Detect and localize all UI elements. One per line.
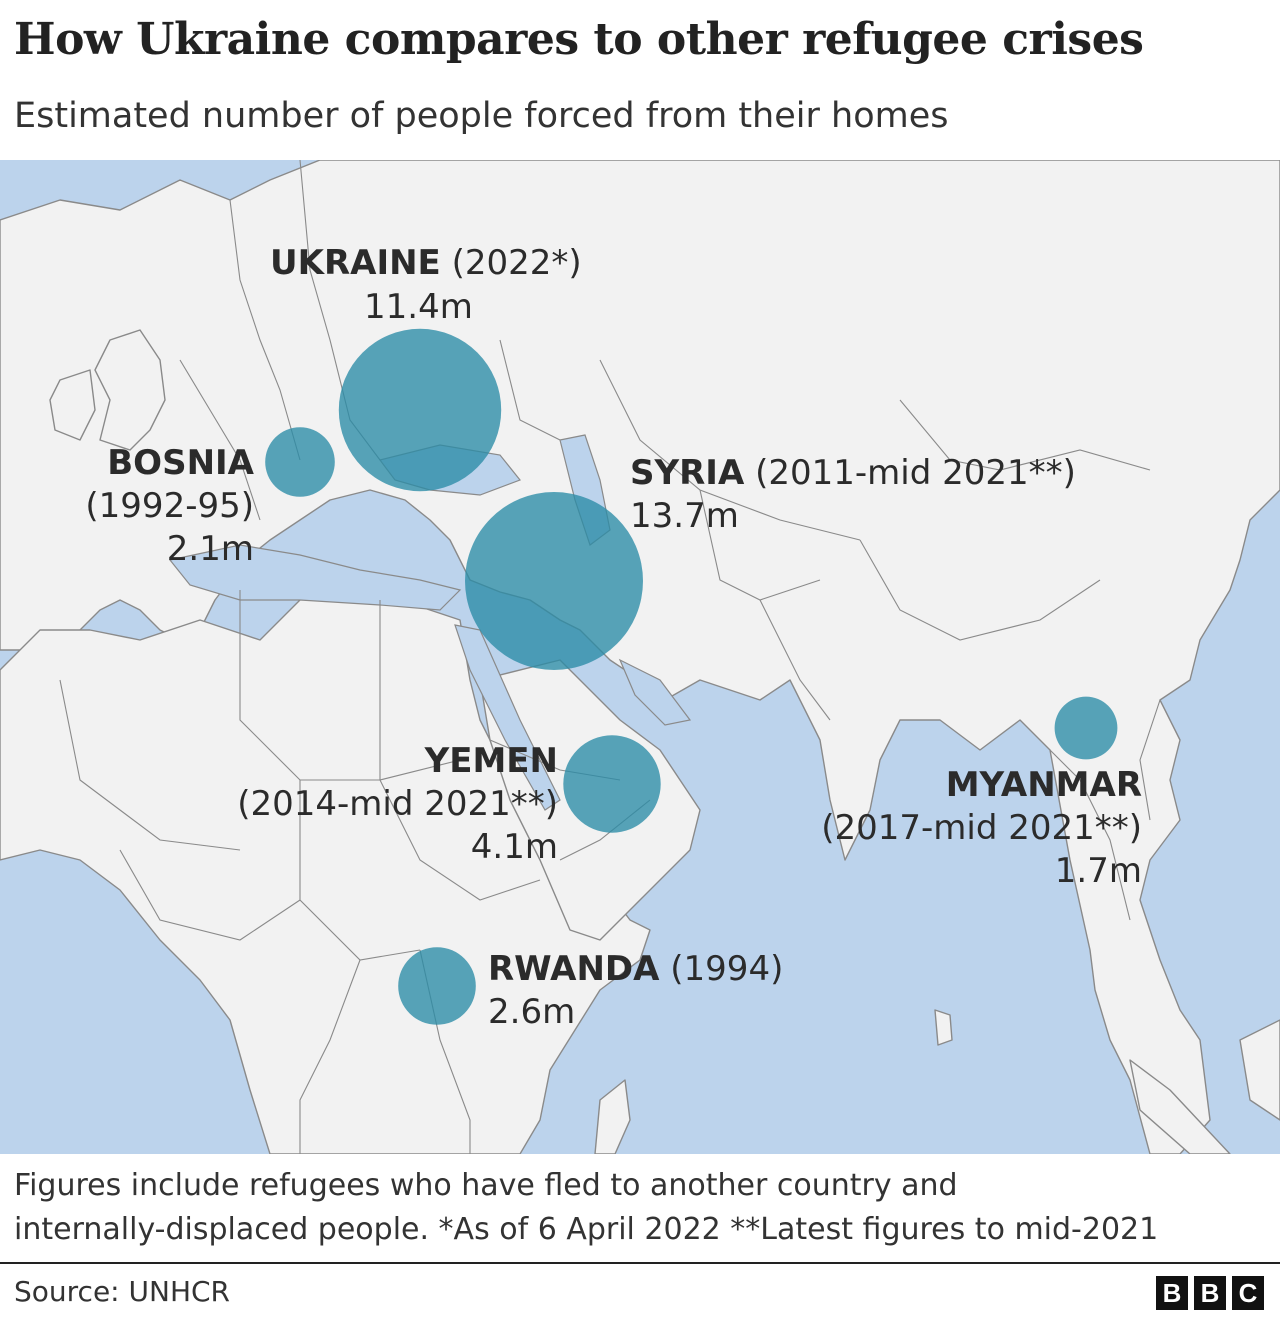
crisis-name: SYRIA xyxy=(630,453,745,493)
ireland-landmass xyxy=(49,369,96,441)
bubble-layer xyxy=(265,328,1118,1025)
crisis-value: 1.7m xyxy=(1054,851,1142,891)
bubble-ukraine xyxy=(338,328,502,492)
crisis-name: MYANMAR xyxy=(945,765,1142,805)
uk-landmass xyxy=(94,329,166,451)
crisis-period: (2014-mid 2021**) xyxy=(237,784,558,824)
crisis-period: (1992-95) xyxy=(85,486,254,526)
bbc-logo: B B C xyxy=(1156,1276,1264,1310)
bbc-logo-letter: B xyxy=(1156,1276,1188,1310)
srilanka-landmass xyxy=(934,1009,953,1046)
crisis-period: (1994) xyxy=(670,949,784,989)
basemap xyxy=(0,160,1280,1154)
crisis-value: 2.1m xyxy=(166,529,254,569)
crisis-value: 13.7m xyxy=(630,496,739,536)
label-ukraine: UKRAINE (2022*) xyxy=(270,242,582,285)
borneo-landmass xyxy=(1239,1019,1280,1121)
label-bosnia: BOSNIA (1992-95) 2.1m xyxy=(85,442,254,571)
label-myanmar: MYANMAR (2017-mid 2021**) 1.7m xyxy=(821,764,1142,893)
crisis-name: RWANDA xyxy=(488,949,660,989)
bbc-logo-letter: C xyxy=(1232,1276,1264,1310)
crisis-value: 4.1m xyxy=(470,827,558,867)
bubble-bosnia xyxy=(265,427,335,497)
madagascar-landmass xyxy=(594,1079,631,1154)
value-ukraine: 11.4m xyxy=(364,287,473,327)
persian-gulf xyxy=(618,658,692,726)
bubble-rwanda xyxy=(398,947,476,1025)
source: Source: UNHCR xyxy=(14,1275,231,1308)
label-syria: SYRIA (2011-mid 2021**) 13.7m xyxy=(630,452,1076,538)
map: UKRAINE (2022*) 11.4m BOSNIA (1992-95) 2… xyxy=(0,160,1280,1154)
bubble-yemen xyxy=(563,735,661,833)
crisis-period: (2022*) xyxy=(451,243,582,283)
bubble-syria xyxy=(465,492,643,670)
crisis-name: UKRAINE xyxy=(270,243,441,283)
footnote: Figures include refugees who have fled t… xyxy=(0,1154,1280,1262)
chart-subtitle: Estimated number of people forced from t… xyxy=(14,96,949,136)
crisis-name: YEMEN xyxy=(424,741,558,781)
mediterranean-sea xyxy=(168,544,462,611)
bubble-myanmar xyxy=(1054,696,1118,760)
red-sea xyxy=(454,624,561,811)
divider xyxy=(0,1262,1280,1264)
footnote-line-2: internally-displaced people. *As of 6 Ap… xyxy=(14,1212,1159,1247)
bbc-logo-letter: B xyxy=(1194,1276,1226,1310)
crisis-name: BOSNIA xyxy=(107,443,254,483)
footnote-line-1: Figures include refugees who have fled t… xyxy=(14,1168,958,1203)
label-rwanda: RWANDA (1994) 2.6m xyxy=(488,948,783,1034)
sumatra-landmass xyxy=(1129,1059,1231,1154)
crisis-value: 2.6m xyxy=(488,992,576,1032)
label-yemen: YEMEN (2014-mid 2021**) 4.1m xyxy=(237,740,558,869)
crisis-period: (2011-mid 2021**) xyxy=(755,453,1076,493)
crisis-period: (2017-mid 2021**) xyxy=(821,808,1142,848)
chart-title: How Ukraine compares to other refugee cr… xyxy=(14,14,1144,65)
africa-landmass xyxy=(0,589,651,1154)
